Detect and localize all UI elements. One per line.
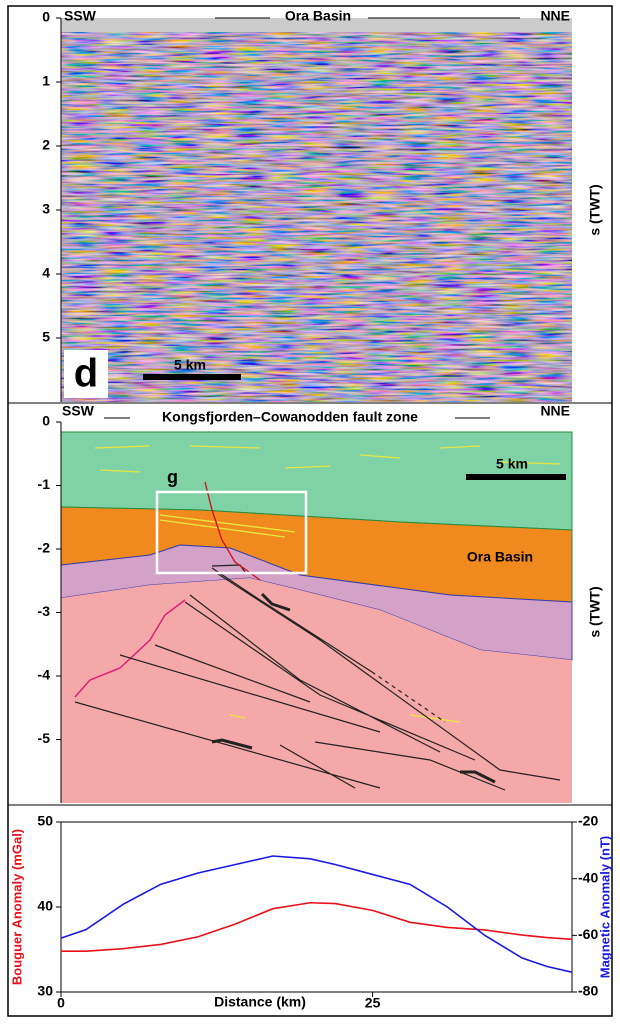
y2-tick-label: -20 xyxy=(578,813,598,829)
inset-label: g xyxy=(167,467,178,487)
y-tick-label: 1 xyxy=(42,73,50,89)
y-axis-label: Bouguer Anomaly (mGal) xyxy=(9,829,24,985)
unit-label: Ora Basin xyxy=(467,549,533,565)
y-tick-label: -2 xyxy=(38,540,51,556)
x-axis-label: Distance (km) xyxy=(214,994,306,1010)
scale-bar-label: 5 km xyxy=(496,456,528,472)
scale-bar-label: 5 km xyxy=(174,357,206,373)
direction-right: NNE xyxy=(540,8,570,24)
y-tick-label: -5 xyxy=(38,730,51,746)
x-tick-label: 25 xyxy=(365,995,381,1011)
y2-tick-label: -80 xyxy=(578,983,598,999)
y-tick-label: 5 xyxy=(42,329,50,345)
y-tick-label: -3 xyxy=(38,603,51,619)
y2-axis-label: Magnetic Anomaly (nT) xyxy=(597,836,612,979)
scale-bar xyxy=(466,474,566,480)
y2-tick-label: -60 xyxy=(578,926,598,942)
y-tick-label: 0 xyxy=(42,9,50,25)
series-line xyxy=(61,856,572,972)
y2-tick-label: -40 xyxy=(578,869,598,885)
page: SSW Ora Basin NNE d 5 km s (TWT) g Ora B… xyxy=(0,0,620,1023)
y-tick-label: 4 xyxy=(42,265,50,281)
y-tick-label: -1 xyxy=(38,476,51,492)
y-tick-label: 3 xyxy=(42,201,50,217)
y-tick-label: 30 xyxy=(37,983,53,999)
panel-letter: d xyxy=(74,352,98,396)
panel-label: Ora Basin xyxy=(285,8,351,24)
y-axis-label: s (TWT) xyxy=(587,586,603,637)
x-tick-label: 0 xyxy=(57,995,65,1011)
y-tick-label: -4 xyxy=(38,667,51,683)
y-tick-label: 2 xyxy=(42,137,50,153)
direction-left: SSW xyxy=(62,403,95,419)
scale-bar xyxy=(143,374,241,380)
seismic-image xyxy=(61,30,572,402)
figure: SSW Ora Basin NNE d 5 km s (TWT) g Ora B… xyxy=(0,0,620,1023)
panel-label: Kongsfjorden–Cowanodden fault zone xyxy=(162,409,418,425)
y-axis-label: s (TWT) xyxy=(587,184,603,235)
plot-frame xyxy=(61,822,572,992)
y-tick-label: 40 xyxy=(37,898,53,914)
direction-left: SSW xyxy=(64,8,97,24)
series-line xyxy=(61,903,572,951)
direction-right: NNE xyxy=(540,403,570,419)
y-tick-label: 0 xyxy=(42,413,50,429)
y-tick-label: 50 xyxy=(37,813,53,829)
